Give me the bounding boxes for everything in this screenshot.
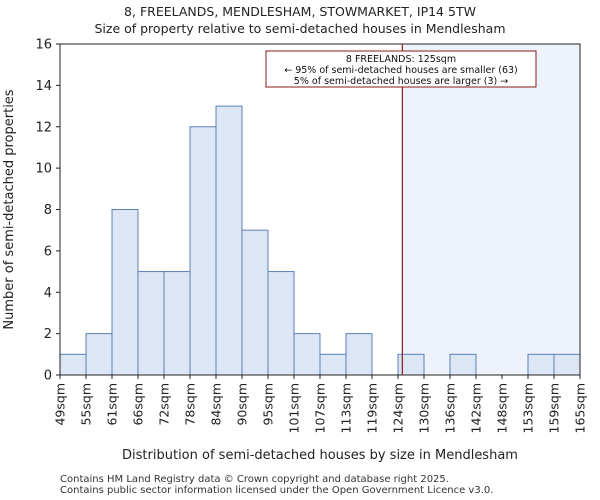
bar bbox=[163, 271, 191, 376]
bar bbox=[189, 126, 217, 376]
x-tick-label: 90sqm bbox=[235, 383, 250, 426]
x-tick-label: 136sqm bbox=[443, 383, 458, 433]
y-tick-label: 14 bbox=[35, 79, 52, 94]
x-tick-label: 124sqm bbox=[391, 383, 406, 433]
bar bbox=[137, 271, 165, 376]
x-tick-label: 72sqm bbox=[157, 383, 172, 426]
x-tick-label: 95sqm bbox=[261, 383, 276, 426]
x-axis-label: Distribution of semi-detached houses by … bbox=[122, 448, 518, 463]
y-tick-label: 0 bbox=[44, 369, 52, 384]
chart-subtitle: Size of property relative to semi-detach… bbox=[94, 21, 506, 36]
x-tick-label: 119sqm bbox=[365, 383, 380, 433]
annotation-line-1: 8 FREELANDS: 125sqm bbox=[346, 54, 456, 65]
x-tick-label: 78sqm bbox=[183, 383, 198, 426]
x-tick-label: 55sqm bbox=[79, 383, 94, 426]
bar bbox=[527, 353, 555, 376]
annotation-line-3: 5% of semi-detached houses are larger (3… bbox=[294, 76, 508, 87]
x-tick-label: 113sqm bbox=[339, 383, 354, 433]
x-tick-label: 159sqm bbox=[547, 383, 562, 433]
x-tick-label: 66sqm bbox=[131, 383, 146, 426]
bar bbox=[345, 333, 373, 376]
bar bbox=[85, 333, 113, 376]
bar bbox=[449, 353, 477, 376]
x-tick-label: 153sqm bbox=[521, 383, 536, 433]
y-tick-label: 16 bbox=[35, 38, 52, 53]
footer-licence: Contains public sector information licen… bbox=[60, 485, 494, 496]
x-tick-label: 148sqm bbox=[495, 383, 510, 433]
y-tick-label: 4 bbox=[44, 286, 52, 301]
bar bbox=[59, 353, 87, 376]
x-tick-label: 165sqm bbox=[573, 383, 588, 433]
x-tick-label: 49sqm bbox=[53, 383, 68, 426]
footer-copyright: Contains HM Land Registry data © Crown c… bbox=[60, 474, 449, 485]
annotation-box bbox=[265, 50, 537, 88]
y-tick-label: 6 bbox=[44, 244, 52, 259]
y-tick-label: 2 bbox=[44, 327, 52, 342]
x-tick-label: 107sqm bbox=[313, 383, 328, 433]
bar bbox=[241, 229, 269, 376]
x-tick-label: 61sqm bbox=[105, 383, 120, 426]
x-tick-label: 84sqm bbox=[209, 383, 224, 426]
bar bbox=[319, 353, 347, 376]
y-tick-label: 10 bbox=[35, 162, 52, 177]
y-axis-label: Number of semi-detached properties bbox=[2, 89, 17, 329]
bar bbox=[111, 209, 139, 376]
annotation-line-2: ← 95% of semi-detached houses are smalle… bbox=[284, 65, 518, 76]
x-tick-label: 101sqm bbox=[287, 383, 302, 433]
y-tick-label: 12 bbox=[35, 120, 52, 135]
x-tick-label: 142sqm bbox=[469, 383, 484, 433]
highlight-region bbox=[402, 44, 580, 375]
bar bbox=[215, 105, 243, 376]
bar bbox=[267, 271, 295, 376]
y-tick-label: 8 bbox=[44, 203, 52, 218]
bar bbox=[553, 353, 581, 376]
x-tick-label: 130sqm bbox=[417, 383, 432, 433]
chart-title: 8, FREELANDS, MENDLESHAM, STOWMARKET, IP… bbox=[124, 4, 476, 19]
bar bbox=[293, 333, 321, 376]
